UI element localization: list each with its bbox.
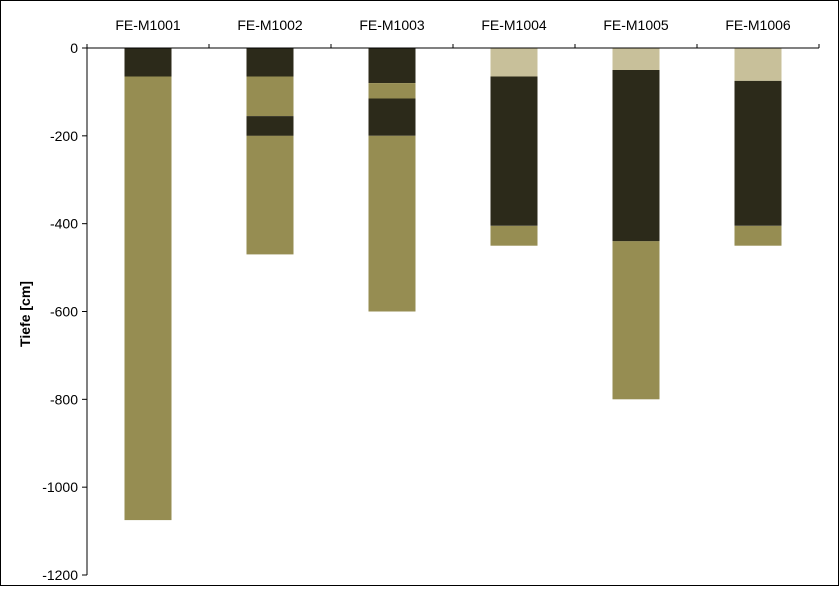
bar-layer-fe-m1002-2 xyxy=(246,76,294,116)
bar-layer-fe-m1004-2 xyxy=(490,76,538,226)
y-axis-label: Tiefe [cm] xyxy=(17,281,33,347)
y-tick-label: -200 xyxy=(50,128,78,144)
y-tick-label: -400 xyxy=(50,216,78,232)
y-tick-label: -1200 xyxy=(42,567,78,583)
bar-layer-fe-m1002-3 xyxy=(246,116,294,136)
bar-layer-fe-m1004-3 xyxy=(490,225,538,246)
bar-layer-fe-m1006-2 xyxy=(734,80,782,226)
y-tick-label: -800 xyxy=(50,391,78,407)
bar-layer-fe-m1006-3 xyxy=(734,225,782,246)
y-tick-label: -600 xyxy=(50,304,78,320)
bar-layer-fe-m1003-1 xyxy=(368,48,416,84)
x-category-label: FE-M1005 xyxy=(603,17,669,33)
x-category-label: FE-M1003 xyxy=(359,17,425,33)
x-category-label: FE-M1002 xyxy=(237,17,303,33)
bar-layer-fe-m1005-1 xyxy=(612,48,660,70)
bars-layer xyxy=(124,48,782,521)
bar-layer-fe-m1002-1 xyxy=(246,48,294,77)
bar-layer-fe-m1001-1 xyxy=(124,48,172,77)
bar-layer-fe-m1003-3 xyxy=(368,98,416,136)
x-category-label: FE-M1001 xyxy=(115,17,181,33)
y-tick-label: 0 xyxy=(70,40,78,56)
y-tick-label: -1000 xyxy=(42,479,78,495)
bar-layer-fe-m1003-4 xyxy=(368,135,416,312)
axes-layer: 0 -200 -400 -600 -800 -1000 -1200 FE-M1001 FE-M1… xyxy=(42,17,820,583)
bar-layer-fe-m1001-2 xyxy=(124,76,172,521)
bar-layer-fe-m1006-1 xyxy=(734,48,782,81)
bar-layer-fe-m1002-4 xyxy=(246,135,294,255)
bar-layer-fe-m1005-3 xyxy=(612,241,660,400)
bar-layer-fe-m1004-1 xyxy=(490,48,538,77)
bar-layer-fe-m1005-2 xyxy=(612,70,660,242)
bar-layer-fe-m1003-2 xyxy=(368,83,416,99)
x-category-label: FE-M1004 xyxy=(481,17,547,33)
x-category-label: FE-M1006 xyxy=(725,17,791,33)
